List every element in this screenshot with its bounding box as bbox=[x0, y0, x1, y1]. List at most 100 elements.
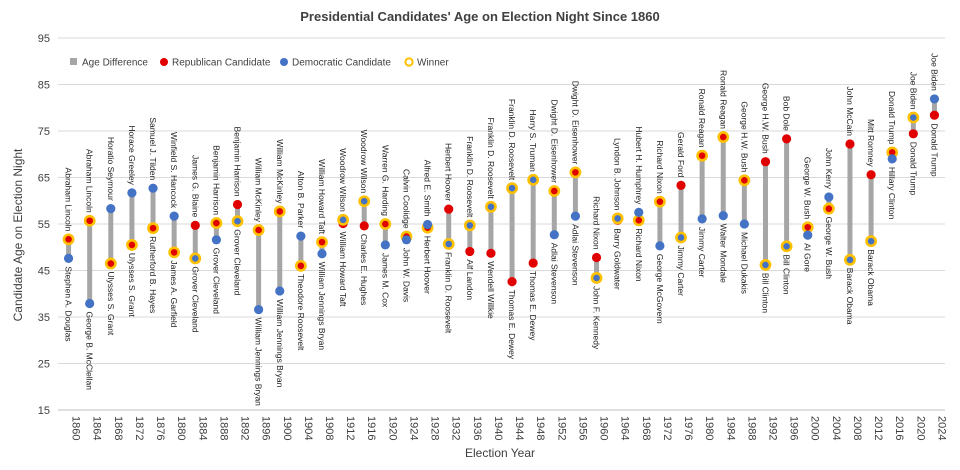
democratic-name-label: Adlai Stevenson bbox=[549, 243, 559, 305]
republican-dot bbox=[653, 195, 666, 208]
democratic-dot bbox=[590, 272, 603, 284]
republican-name-label: Theodore Roosevelt bbox=[296, 274, 306, 351]
x-tick-label: 1936 bbox=[471, 416, 483, 440]
legend-swatch-age-difference bbox=[70, 58, 77, 65]
democratic-dot bbox=[254, 304, 264, 315]
x-tick-label: 1908 bbox=[323, 416, 335, 440]
democratic-dot bbox=[824, 192, 834, 202]
x-tick-label: 2008 bbox=[851, 416, 863, 440]
republican-dot bbox=[908, 129, 918, 139]
y-tick-label: 95 bbox=[38, 33, 50, 45]
x-tick-label: 1948 bbox=[534, 416, 546, 440]
republican-dot bbox=[444, 204, 454, 214]
democratic-name-label: George McGovern bbox=[655, 254, 665, 324]
democratic-dot bbox=[844, 253, 856, 266]
republican-name-label: George W. Bush bbox=[824, 217, 834, 280]
democratic-dot bbox=[211, 235, 221, 245]
x-tick-label: 1952 bbox=[555, 416, 567, 440]
democratic-dot bbox=[296, 231, 306, 241]
democratic-name-label: Winfield S. Hancock bbox=[169, 132, 179, 209]
republican-dot bbox=[232, 199, 243, 210]
democratic-name-label: Joe Biden bbox=[929, 53, 939, 91]
republican-name-label: Ulysses S. Grant bbox=[106, 272, 116, 336]
republican-name-label: Ulysses S. Grant bbox=[127, 253, 137, 317]
x-tick-label: 1916 bbox=[365, 416, 377, 440]
republican-name-label: Ronald Reagan bbox=[697, 89, 707, 148]
republican-dot bbox=[190, 220, 200, 230]
democratic-name-label: William Jennings Bryan bbox=[317, 262, 327, 351]
democratic-dot bbox=[148, 183, 158, 193]
republican-dot bbox=[486, 248, 496, 258]
x-tick-label: 1980 bbox=[703, 416, 715, 440]
republican-dot bbox=[822, 202, 835, 215]
x-tick-label: 1928 bbox=[429, 416, 441, 440]
democratic-dot bbox=[718, 211, 728, 221]
democratic-dot bbox=[63, 253, 74, 264]
republican-name-label: Thomas E. Dewey bbox=[528, 271, 538, 341]
gridlines bbox=[58, 37, 945, 411]
x-tick-label: 1984 bbox=[724, 416, 736, 440]
republican-name-label: Herbert Hoover bbox=[444, 143, 454, 201]
democratic-dot bbox=[759, 259, 772, 271]
republican-name-label: Calvin Coolidge bbox=[401, 169, 411, 229]
republican-name-label: Charles E. Hughes bbox=[359, 234, 369, 305]
chart-legend: Age Difference Republican Candidate Democr… bbox=[70, 57, 449, 69]
democratic-name-label: Barack Obama bbox=[866, 249, 876, 306]
legend-swatch-republican bbox=[160, 58, 168, 66]
democratic-dot bbox=[127, 188, 137, 198]
republican-name-label: Dwight D. Eisenhower bbox=[549, 99, 559, 183]
democratic-name-label: Hubert H. Humphrey bbox=[634, 126, 644, 205]
democratic-dot bbox=[337, 213, 350, 226]
republican-dot bbox=[465, 246, 475, 257]
republican-name-label: Thomas E. Dewey bbox=[507, 290, 517, 360]
y-axis-ticks: 15 25 35 45 55 65 75 85 95 bbox=[38, 33, 50, 417]
democratic-name-label: Samuel J. Tilden bbox=[148, 117, 158, 180]
y-tick-label: 15 bbox=[38, 405, 50, 417]
x-tick-label: 2000 bbox=[809, 416, 821, 440]
republican-dot bbox=[379, 218, 392, 230]
republican-dot bbox=[866, 170, 876, 180]
democratic-name-label: Bill Clinton bbox=[760, 273, 770, 313]
republican-dot bbox=[273, 205, 286, 218]
x-tick-label: 1924 bbox=[407, 416, 419, 440]
republican-dot bbox=[528, 258, 538, 268]
x-tick-label: 1960 bbox=[598, 416, 610, 440]
y-tick-label: 55 bbox=[38, 219, 50, 231]
democratic-dot bbox=[506, 182, 518, 195]
democratic-name-label: John Kerry bbox=[824, 148, 834, 190]
republican-name-label: Bob Dole bbox=[782, 96, 792, 131]
republican-dot bbox=[548, 185, 561, 197]
democratic-dot bbox=[527, 173, 540, 186]
democratic-dot bbox=[570, 211, 581, 221]
y-tick-label: 65 bbox=[38, 173, 50, 185]
democratic-dot bbox=[463, 219, 476, 232]
democratic-name-label: Franklin D. Roosevelt bbox=[444, 252, 454, 334]
republican-name-label: Alf Landon bbox=[465, 259, 475, 300]
republican-dot bbox=[252, 224, 265, 236]
democratic-dot bbox=[865, 235, 877, 248]
democratic-name-label: Lyndon B. Johnson bbox=[613, 138, 623, 211]
democratic-dot bbox=[85, 298, 95, 309]
republican-name-label: George W. Bush bbox=[803, 157, 813, 220]
democratic-name-label: William Jennings Bryan bbox=[254, 318, 264, 407]
democratic-dot bbox=[655, 241, 665, 251]
y-tick-label: 45 bbox=[38, 266, 50, 278]
x-tick-label: 1884 bbox=[196, 416, 208, 440]
republican-name-label: Abraham Lincoln bbox=[85, 149, 95, 213]
democratic-dot bbox=[907, 111, 920, 124]
legend-label: Republican Candidate bbox=[172, 58, 271, 69]
democratic-dot bbox=[549, 230, 559, 240]
democratic-dot bbox=[697, 214, 707, 224]
democratic-name-label: Jimmy Carter bbox=[697, 227, 707, 278]
democratic-dot bbox=[189, 252, 202, 265]
x-tick-label: 1940 bbox=[492, 416, 504, 440]
republican-name-label: Donald Trump bbox=[929, 123, 939, 177]
republican-name-label: Richard Nixon bbox=[634, 228, 644, 282]
republican-dot bbox=[738, 174, 751, 187]
democratic-name-label: Walter Mondale bbox=[718, 224, 728, 283]
republican-name-label: Gerald Ford bbox=[676, 132, 686, 178]
republican-name-label: Dwight D. Eisenhower bbox=[570, 81, 580, 165]
democratic-name-label: John F. Kennedy bbox=[592, 286, 602, 350]
democratic-dot bbox=[887, 154, 897, 164]
